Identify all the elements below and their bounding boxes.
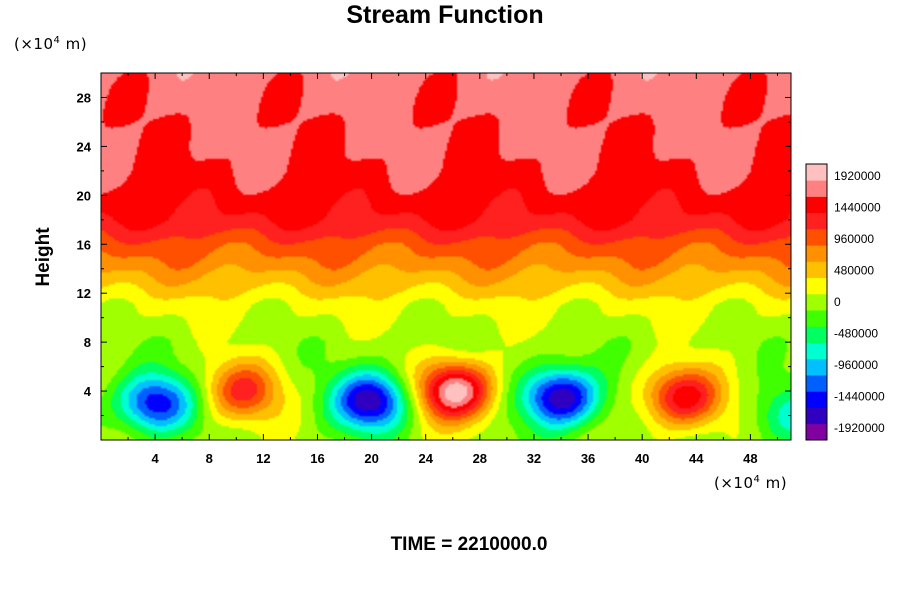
y-tick-label: 16 [77, 237, 91, 252]
colorbar-label: 0 [834, 295, 841, 309]
y-unit-exponent: 4 [54, 35, 61, 46]
colorbar-swatch [806, 164, 827, 181]
y-unit-base: (×10 [14, 35, 54, 53]
colorbar-swatch [806, 375, 827, 392]
chart-title: Stream Function [346, 1, 543, 29]
colorbar-frame [805, 163, 828, 441]
colorbar-swatch [806, 228, 827, 246]
y-axis: 4 8 12 16 20 24 28 [77, 90, 791, 417]
x-tick-label: 8 [206, 451, 213, 466]
colorbar-label: 1920000 [834, 169, 881, 183]
x-tick-label: 4 [152, 451, 160, 466]
y-tick-label: 8 [84, 335, 91, 350]
colorbar-label: -1920000 [834, 421, 885, 435]
colorbar-swatch [806, 423, 827, 441]
x-unit-exponent: 4 [754, 474, 761, 485]
colorbar-swatch [806, 212, 827, 230]
contour-field [101, 73, 791, 440]
x-unit-label: (×104 m) [714, 474, 787, 492]
y-tick-label: 20 [77, 188, 91, 203]
x-tick-label: 36 [581, 451, 595, 466]
colorbar-swatch [806, 326, 827, 343]
time-label: TIME = 2210000.0 [391, 534, 548, 555]
colorbar-swatch [806, 310, 827, 327]
colorbar-swatch [806, 391, 827, 408]
x-unit-rest: m) [760, 474, 787, 492]
colorbar-swatch [806, 261, 827, 279]
colorbar: 1920000 1440000 960000 480000 0 -480000 -96000… [805, 163, 885, 441]
x-tick-label: 44 [689, 451, 704, 466]
y-axis-label: Height [33, 227, 54, 287]
colorbar-label: 960000 [834, 232, 874, 246]
x-tick-label: 40 [635, 451, 649, 466]
y-unit-rest: m) [60, 35, 87, 53]
colorbar-swatch [806, 277, 827, 295]
colorbar-swatch [806, 245, 827, 262]
x-tick-label: 16 [310, 451, 324, 466]
x-tick-label: 32 [527, 451, 541, 466]
y-tick-label: 28 [77, 90, 91, 105]
plot-frame [100, 72, 792, 441]
colorbar-label: 480000 [834, 263, 874, 277]
colorbar-swatch [806, 358, 827, 376]
colorbar-swatch [806, 196, 827, 214]
colorbar-label: 1440000 [834, 200, 881, 214]
colorbar-swatch [806, 407, 827, 425]
x-tick-label: 12 [256, 451, 270, 466]
y-tick-label: 12 [77, 286, 91, 301]
colorbar-label: -1440000 [834, 390, 885, 404]
y-tick-label: 4 [84, 384, 92, 399]
colorbar-label: -960000 [834, 358, 878, 372]
x-tick-label: 24 [418, 451, 433, 466]
colorbar-swatch [806, 293, 827, 311]
y-unit-label: (×104 m) [14, 35, 87, 53]
x-tick-label: 48 [743, 451, 757, 466]
colorbar-label: -480000 [834, 327, 878, 341]
colorbar-swatch [806, 180, 827, 197]
plot-area [100, 72, 792, 441]
x-tick-label: 20 [364, 451, 378, 466]
y-tick-label: 24 [77, 139, 92, 154]
colorbar-swatch [806, 342, 827, 360]
x-axis: 4 8 12 16 20 24 28 32 36 40 44 48 [127, 73, 778, 466]
x-tick-label: 28 [473, 451, 487, 466]
x-unit-base: (×10 [714, 474, 754, 492]
